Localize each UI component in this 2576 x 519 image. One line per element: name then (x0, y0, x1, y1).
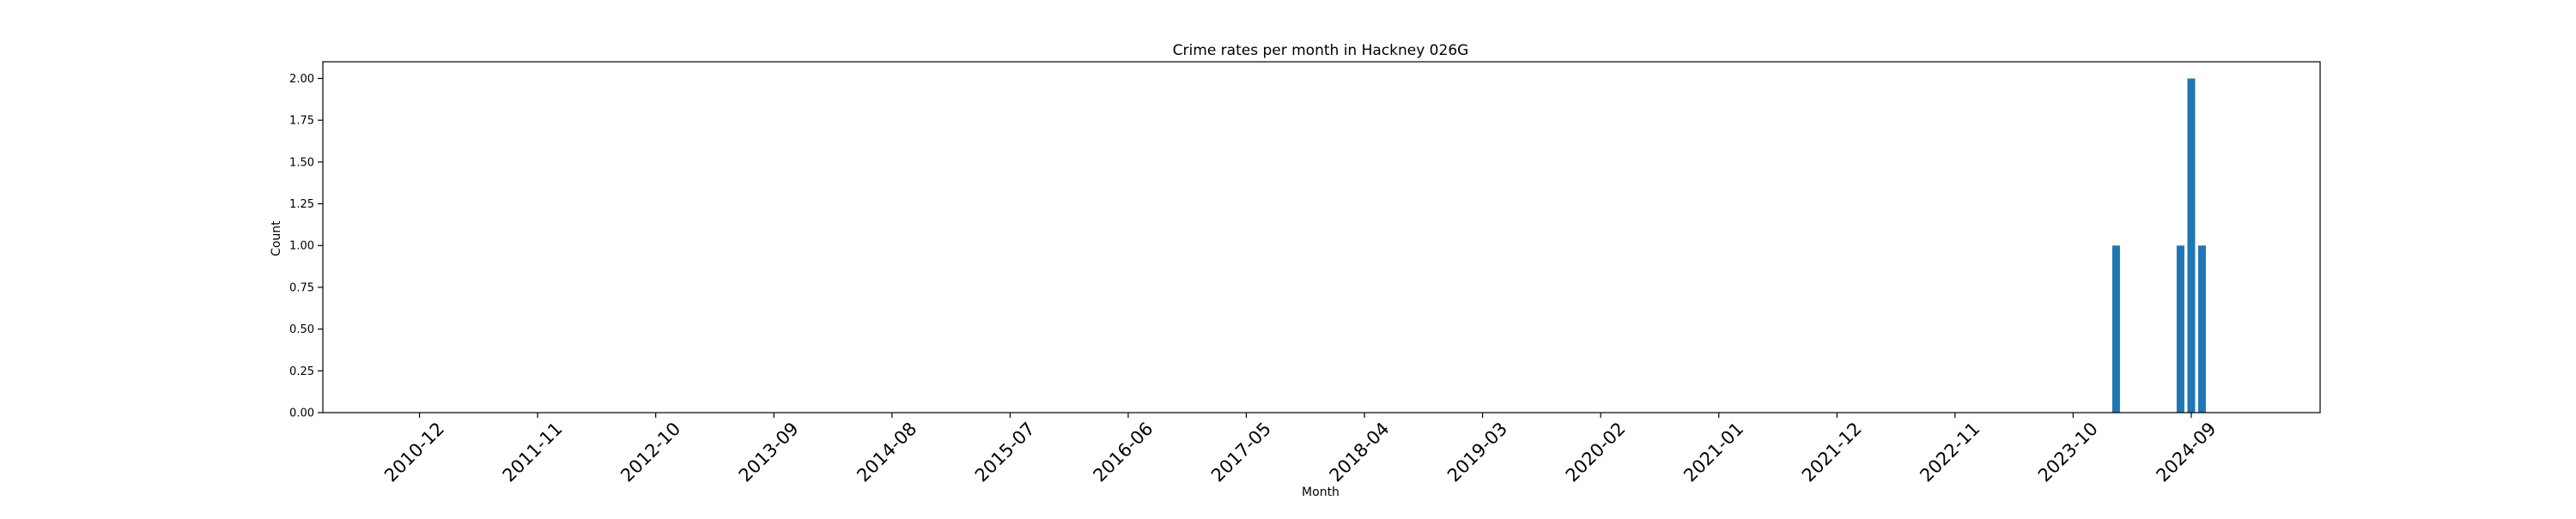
bar-2024-09 (2187, 78, 2196, 413)
y-tick-label: 0.25 (289, 365, 314, 378)
plot-frame (322, 61, 2321, 413)
x-axis-title: Month (1302, 486, 1340, 499)
x-tick-label: 2019-03 (1443, 419, 1511, 486)
y-tick-label: 0.75 (289, 281, 314, 294)
x-tick-label: 2011-11 (499, 419, 567, 486)
y-tick-label: 0.50 (289, 323, 314, 336)
x-tick-label: 2021-01 (1680, 419, 1747, 486)
x-tick-label: 2023-10 (2034, 419, 2102, 486)
y-tick-label: 2.00 (289, 73, 314, 86)
y-tick-label: 1.00 (289, 240, 314, 253)
x-tick-label: 2013-09 (735, 419, 803, 486)
plot-area: 0.00 0.25 0.50 0.75 1.00 1.25 1.50 1.75 2.00 2010… (289, 61, 2321, 486)
bar-2024-02 (2111, 245, 2120, 413)
x-tick-label: 2024-09 (2152, 419, 2220, 486)
x-tick-label: 2022-11 (1916, 419, 1984, 486)
x-tick-label: 2015-07 (971, 419, 1039, 486)
y-tick-label: 1.50 (289, 156, 314, 169)
x-tick-label: 2014-08 (853, 419, 920, 486)
bar-2024-10 (2197, 245, 2206, 413)
x-tick-label: 2012-10 (617, 419, 684, 486)
x-tick-label: 2016-06 (1089, 419, 1157, 486)
x-tick-label: 2020-02 (1562, 419, 1630, 486)
x-tick-label: 2018-04 (1326, 419, 1394, 486)
bar-2024-08 (2176, 245, 2184, 413)
y-tick-label: 0.00 (289, 407, 314, 420)
x-tick-label: 2021-12 (1798, 419, 1866, 486)
x-tick-label: 2017-05 (1207, 419, 1275, 486)
chart-title: Crime rates per month in Hackney 026G (1173, 42, 1469, 59)
y-axis-title: Count (270, 220, 283, 256)
x-tick-label: 2010-12 (380, 419, 448, 486)
y-tick-label: 1.75 (289, 115, 314, 128)
y-tick-label: 1.25 (289, 198, 314, 211)
